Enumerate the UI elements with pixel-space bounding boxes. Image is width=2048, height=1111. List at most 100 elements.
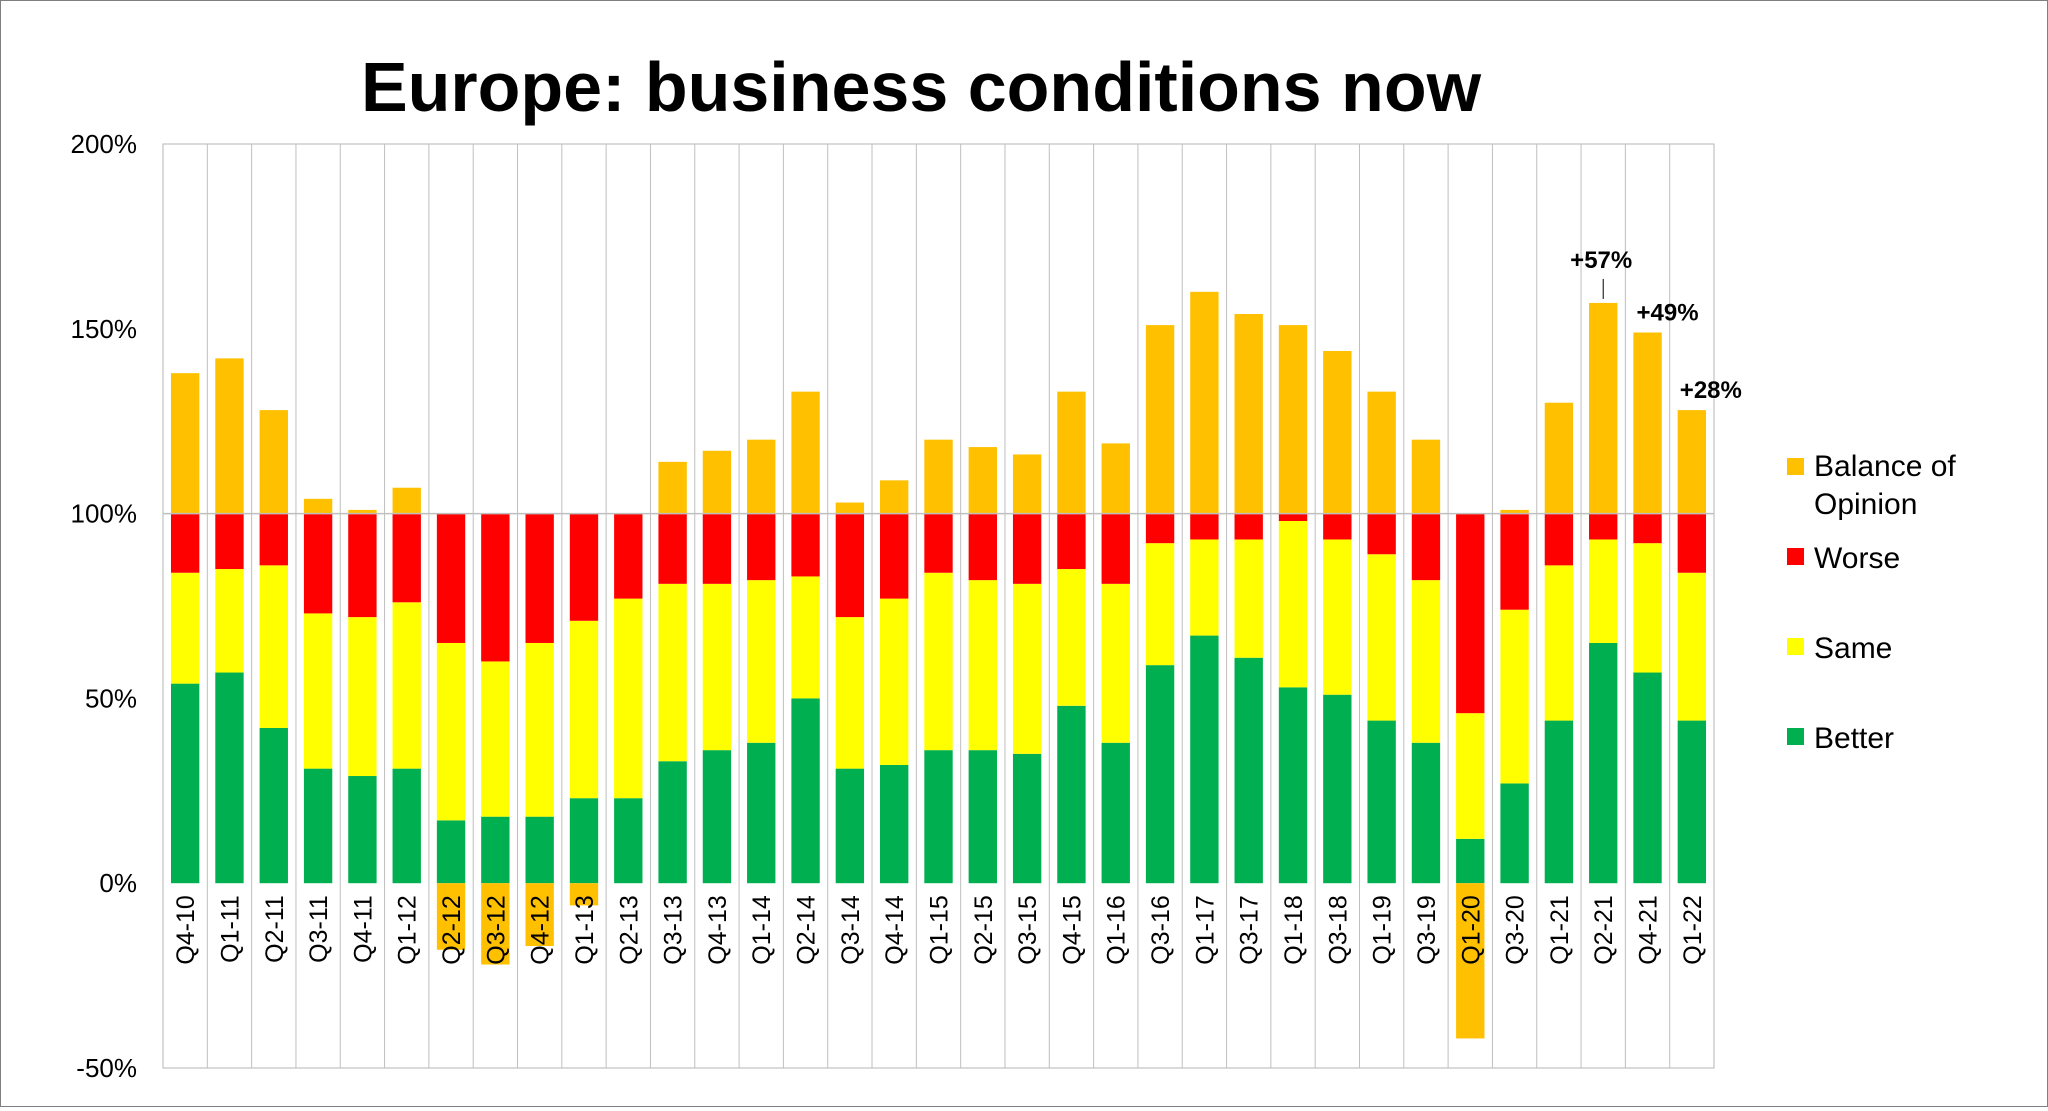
- y-tick-label: 200%: [71, 129, 138, 159]
- x-tick-label: Q3-16: [1147, 895, 1175, 964]
- x-tick-label: Q4-14: [881, 895, 909, 965]
- bar-same: [1677, 572, 1707, 721]
- x-tick-label: Q3-19: [1413, 895, 1441, 964]
- x-tick-label: Q1-22: [1679, 895, 1707, 964]
- bar-better: [924, 750, 953, 884]
- legend-swatch: [1787, 458, 1804, 475]
- bar-worse: [1677, 513, 1707, 573]
- bar-better: [1278, 687, 1308, 884]
- bar-same: [1190, 539, 1219, 636]
- bar-same: [1633, 543, 1662, 673]
- bar-same: [1234, 539, 1263, 658]
- bar-same: [924, 572, 953, 751]
- bar-balance: [791, 391, 820, 514]
- bar-same: [835, 617, 865, 769]
- x-tick-label: Q4-11: [349, 895, 377, 963]
- bar-better: [1057, 705, 1086, 884]
- bar-same: [702, 583, 732, 751]
- bar-worse: [525, 513, 554, 643]
- bar-balance: [569, 883, 599, 906]
- bar-worse: [170, 513, 200, 573]
- x-tick-label: Q2-11: [261, 895, 289, 963]
- x-tick-label: Q3-14: [837, 895, 865, 965]
- bar-worse: [1367, 513, 1396, 555]
- bar-same: [791, 576, 820, 699]
- bar-better: [1544, 720, 1574, 884]
- legend-label: Worse: [1814, 542, 1900, 575]
- x-tick-label: Q4-12: [527, 895, 555, 964]
- bar-worse: [1456, 513, 1485, 714]
- bar-balance: [525, 883, 554, 947]
- bar-better: [392, 768, 421, 884]
- bar-better: [880, 764, 909, 884]
- legend-label: Same: [1814, 632, 1892, 665]
- bar-balance: [1544, 402, 1574, 514]
- bar-better: [259, 727, 288, 884]
- bar-same: [1411, 580, 1441, 743]
- bar-balance: [481, 883, 510, 965]
- bar-better: [1456, 838, 1485, 884]
- bar-better: [614, 798, 643, 884]
- bar-same: [170, 572, 200, 684]
- bar-same: [215, 569, 244, 673]
- bar-worse: [658, 513, 687, 584]
- chart-title: Europe: business conditions now: [361, 48, 1482, 126]
- bar-better: [1145, 665, 1175, 884]
- bar-balance: [170, 373, 200, 514]
- bar-balance: [968, 447, 997, 514]
- bar-worse: [569, 513, 599, 621]
- bar-balance: [880, 480, 909, 514]
- bar-balance: [1367, 391, 1396, 514]
- bar-balance: [835, 502, 865, 514]
- bar-balance: [1500, 509, 1529, 514]
- bar-better: [968, 750, 997, 884]
- bar-better: [1677, 720, 1707, 884]
- x-tick-label: Q1-18: [1280, 895, 1308, 964]
- bar-same: [747, 580, 776, 743]
- bar-same: [1589, 539, 1618, 643]
- bar-balance: [1234, 314, 1263, 514]
- bar-worse: [1500, 513, 1529, 610]
- y-tick-label: -50%: [76, 1053, 137, 1083]
- legend-swatch: [1787, 638, 1804, 655]
- bar-worse: [1544, 513, 1574, 566]
- bar-worse: [1101, 513, 1130, 584]
- bar-same: [569, 620, 599, 799]
- bar-better: [569, 798, 599, 884]
- x-tick-label: Q3-12: [482, 895, 510, 964]
- x-tick-label: Q3-18: [1324, 895, 1352, 964]
- x-tick-label: Q2-13: [615, 895, 643, 964]
- bar-worse: [968, 513, 997, 581]
- bar-same: [1057, 569, 1086, 706]
- x-tick-label: Q1-19: [1369, 895, 1397, 964]
- x-tick-label: Q1-14: [748, 895, 776, 965]
- x-tick-label: Q3-20: [1502, 895, 1530, 964]
- x-tick-label: Q1-11: [216, 895, 244, 963]
- bar-same: [880, 598, 909, 765]
- bar-worse: [924, 513, 953, 573]
- bar-better: [1323, 694, 1352, 884]
- bar-same: [481, 661, 510, 817]
- bar-balance: [1411, 439, 1441, 514]
- x-tick-label: Q2-12: [438, 895, 466, 964]
- bar-same: [1278, 520, 1308, 688]
- bar-better: [1589, 642, 1618, 884]
- bar-balance: [348, 509, 377, 514]
- bar-worse: [1589, 513, 1618, 540]
- bar-better: [791, 698, 820, 884]
- bar-same: [1500, 609, 1529, 784]
- bar-balance: [392, 487, 421, 514]
- bar-better: [1234, 657, 1263, 884]
- bar-better: [658, 761, 687, 884]
- bar-better: [1367, 720, 1396, 884]
- x-tick-label: Q2-14: [793, 895, 821, 965]
- bar-better: [1411, 742, 1441, 884]
- bar-worse: [747, 513, 776, 581]
- bar-same: [614, 598, 643, 799]
- bar-balance: [747, 439, 776, 514]
- bar-better: [835, 768, 865, 884]
- bar-balance: [1456, 883, 1485, 1039]
- bar-balance: [259, 410, 288, 514]
- y-tick-label: 50%: [85, 683, 137, 713]
